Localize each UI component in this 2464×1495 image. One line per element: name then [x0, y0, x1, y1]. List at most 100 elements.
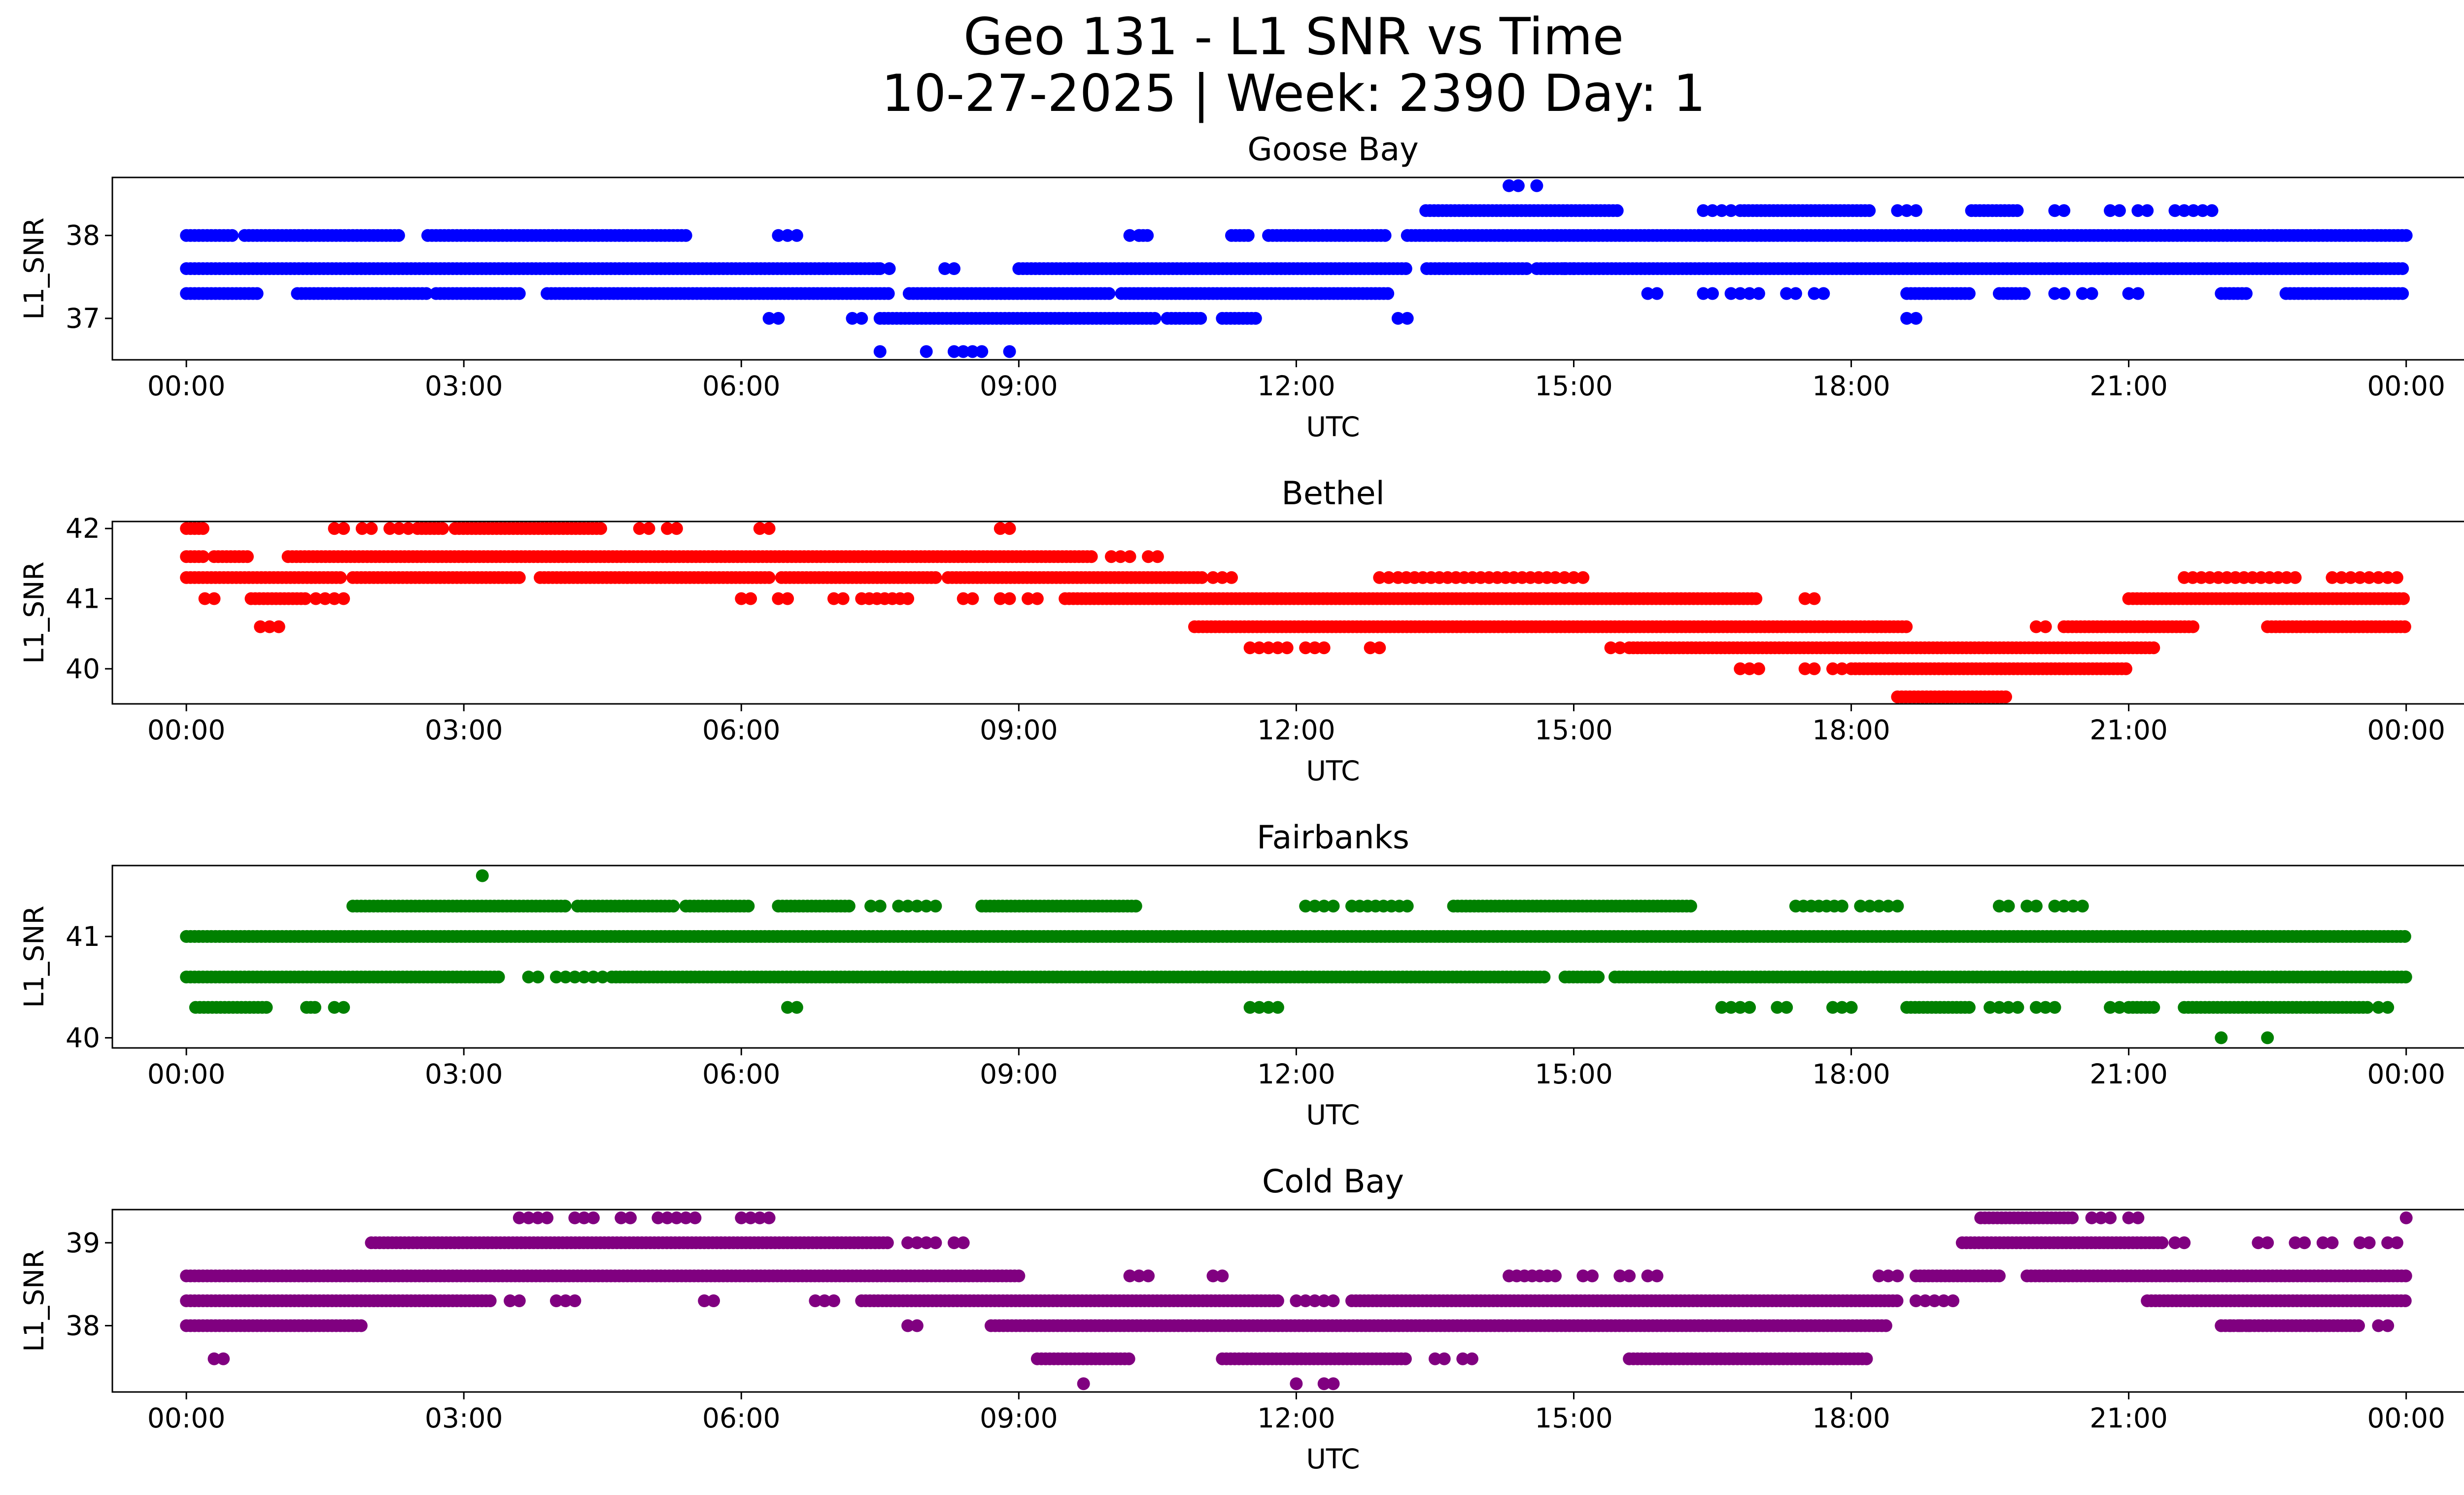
data-point [2326, 571, 2339, 584]
data-point [1743, 1001, 1756, 1014]
x-tick-label: 18:00 [1812, 1402, 1890, 1434]
data-point [1613, 1269, 1627, 1283]
data-point [1373, 641, 1386, 655]
data-point [781, 229, 794, 242]
data-point [1243, 1001, 1257, 1014]
data-point [1798, 592, 1812, 605]
data-point [966, 592, 979, 605]
data-point [688, 1211, 702, 1224]
data-point [1102, 287, 1116, 300]
data-point [207, 592, 221, 605]
y-tick-label: 37 [66, 303, 100, 334]
data-point [2381, 571, 2395, 584]
data-point [2076, 287, 2089, 300]
data-point [2039, 1001, 2052, 1014]
data-point [334, 571, 347, 584]
data-point [1123, 229, 1136, 242]
data-point [1549, 1269, 1562, 1283]
data-point [1373, 571, 1386, 584]
data-point [1798, 662, 1812, 675]
data-point [1308, 641, 1321, 655]
panel-goose-bay: Goose Bay UTC L1_SNR 00:00 03:00 06:00 09:0… [18, 131, 2464, 443]
data-point [2122, 287, 2135, 300]
data-point [1882, 900, 1895, 913]
x-tick-label: 15:00 [1535, 1058, 1613, 1090]
data-point [1613, 641, 1627, 655]
axis-ticks: 00:00 03:00 06:00 09:00 12:00 15:00 18:00 21:00… [66, 921, 2445, 1090]
y-tick-label: 42 [66, 513, 100, 544]
data-point [2372, 571, 2385, 584]
data-point [2372, 1001, 2385, 1014]
data-point [1520, 262, 1533, 275]
x-axis-label: UTC [1306, 411, 1360, 443]
data-point [2147, 1001, 2160, 1014]
x-tick-label: 21:00 [2089, 714, 2168, 746]
data-point [735, 592, 748, 605]
data-point [1771, 1001, 1784, 1014]
data-point [2396, 262, 2409, 275]
data-point [2147, 641, 2160, 655]
data-point [1567, 262, 1580, 275]
x-tick-label: 18:00 [1812, 370, 1890, 402]
data-point [920, 900, 933, 913]
data-point [772, 229, 785, 242]
data-point [1194, 312, 1207, 325]
x-tick-label: 15:00 [1535, 714, 1613, 746]
data-point [1558, 262, 1571, 275]
axes-frame [111, 176, 2464, 361]
data-point [1900, 312, 1914, 325]
data-point [2289, 571, 2302, 584]
data-point [781, 592, 794, 605]
data-point [1280, 641, 1294, 655]
data-point [901, 900, 915, 913]
data-point [1808, 287, 1821, 300]
data-point [910, 1236, 924, 1250]
x-tick-label: 06:00 [702, 714, 781, 746]
data-point [1592, 971, 1605, 984]
data-point [513, 287, 526, 300]
y-tick-label: 38 [66, 220, 100, 251]
data-point [2002, 900, 2015, 913]
data-point [1706, 204, 1719, 217]
data-point [1327, 900, 1340, 913]
data-point [337, 522, 350, 535]
data-point [513, 571, 526, 584]
data-point [1992, 900, 2006, 913]
data-point [661, 1211, 674, 1224]
data-point [1142, 550, 1155, 563]
x-tick-label: 12:00 [1257, 1402, 1335, 1434]
data-point [753, 1211, 766, 1224]
data-point [2066, 1211, 2079, 1224]
data-point [975, 345, 989, 358]
data-point [1123, 1269, 1136, 1283]
data-point [1780, 1001, 1793, 1014]
data-point [2398, 620, 2411, 633]
data-point [1567, 571, 1580, 584]
data-point [2085, 287, 2098, 300]
data-point [1697, 204, 1710, 217]
data-point [2085, 1211, 2098, 1224]
data-point [1808, 662, 1821, 675]
data-point [2353, 571, 2366, 584]
data-point [2141, 204, 2154, 217]
data-point [1549, 571, 1562, 584]
data-point [1253, 1001, 1266, 1014]
x-tick-label: 09:00 [980, 1058, 1058, 1090]
scatter-points [180, 522, 2411, 703]
y-axis-label: L1_SNR [18, 217, 50, 319]
data-point [1900, 204, 1914, 217]
y-axis-label: L1_SNR [18, 905, 50, 1008]
data-point [241, 550, 254, 563]
data-point [1391, 312, 1404, 325]
data-point [1299, 641, 1312, 655]
x-tick-label: 09:00 [980, 1402, 1058, 1434]
data-point [198, 592, 211, 605]
data-point [1845, 1001, 1858, 1014]
data-point [2261, 1236, 2274, 1250]
data-point [1399, 262, 1412, 275]
data-point [578, 971, 591, 984]
data-point [1382, 571, 1396, 584]
data-point [2178, 1236, 2191, 1250]
data-point [1650, 1269, 1664, 1283]
data-point [882, 287, 895, 300]
